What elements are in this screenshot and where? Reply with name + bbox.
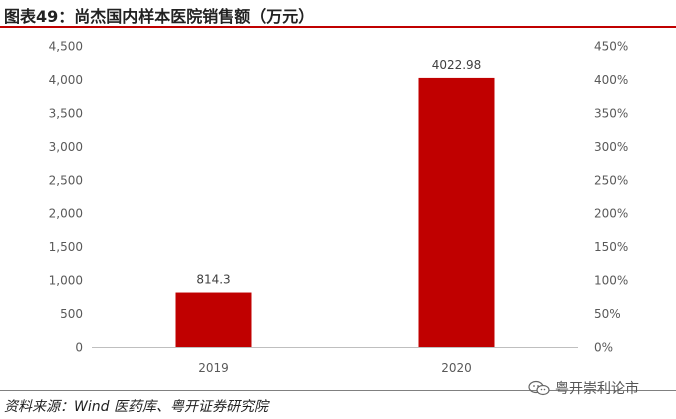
y-tick-label: 500: [60, 307, 83, 321]
source-note: 资料来源：Wind 医药库、粤开证券研究院: [4, 399, 268, 415]
y-tick-label: 2,000: [49, 207, 83, 221]
y2-tick-label: 0%: [594, 341, 613, 355]
watermark: 粤开崇利论市: [528, 378, 639, 398]
y2-tick-label: 450%: [594, 40, 628, 54]
bars: 814.3 4022.98: [175, 58, 495, 347]
y-tick-label: 4,500: [49, 40, 83, 54]
y-axis-right: 0% 50% 100% 150% 200% 250% 300% 350% 400% 450%: [594, 40, 628, 355]
x-tick-label: 2020: [441, 361, 472, 375]
y2-tick-label: 350%: [594, 106, 628, 120]
y2-tick-label: 150%: [594, 240, 628, 254]
y2-tick-label: 50%: [594, 307, 621, 321]
y2-tick-label: 250%: [594, 173, 628, 187]
bar-value-label: 4022.98: [432, 58, 482, 72]
y2-tick-label: 300%: [594, 140, 628, 154]
watermark-text: 粤开崇利论市: [555, 381, 639, 397]
x-axis: 2019 2020: [92, 347, 578, 375]
y-tick-label: 3,500: [49, 106, 83, 120]
source-divider: [0, 390, 676, 391]
y-tick-label: 0: [75, 341, 83, 355]
y-axis-left: 0 500 1,000 1,500 2,000 2,500 3,000 3,500 4,000 4…: [49, 40, 83, 355]
y-tick-label: 2,500: [49, 173, 83, 187]
y2-tick-label: 100%: [594, 274, 628, 288]
y2-tick-label: 400%: [594, 73, 628, 87]
bar-chart: 0 500 1,000 1,500 2,000 2,500 3,000 3,500 4,000 4…: [49, 40, 629, 376]
x-tick-label: 2019: [198, 361, 229, 375]
bar-value-label: 814.3: [196, 273, 230, 287]
bar-2019: [175, 292, 252, 347]
y-tick-label: 1,000: [49, 274, 83, 288]
title-divider: [0, 26, 676, 28]
y-tick-label: 3,000: [49, 140, 83, 154]
wechat-icon: [528, 380, 550, 396]
y-tick-label: 1,500: [49, 240, 83, 254]
bar-2020: [418, 77, 495, 347]
chart-title: 图表49：尚杰国内样本医院销售额（万元）: [4, 7, 315, 26]
y2-tick-label: 200%: [594, 207, 628, 221]
y-tick-label: 4,000: [49, 73, 83, 87]
title-bar: 图表49：尚杰国内样本医院销售额（万元）: [0, 0, 676, 28]
